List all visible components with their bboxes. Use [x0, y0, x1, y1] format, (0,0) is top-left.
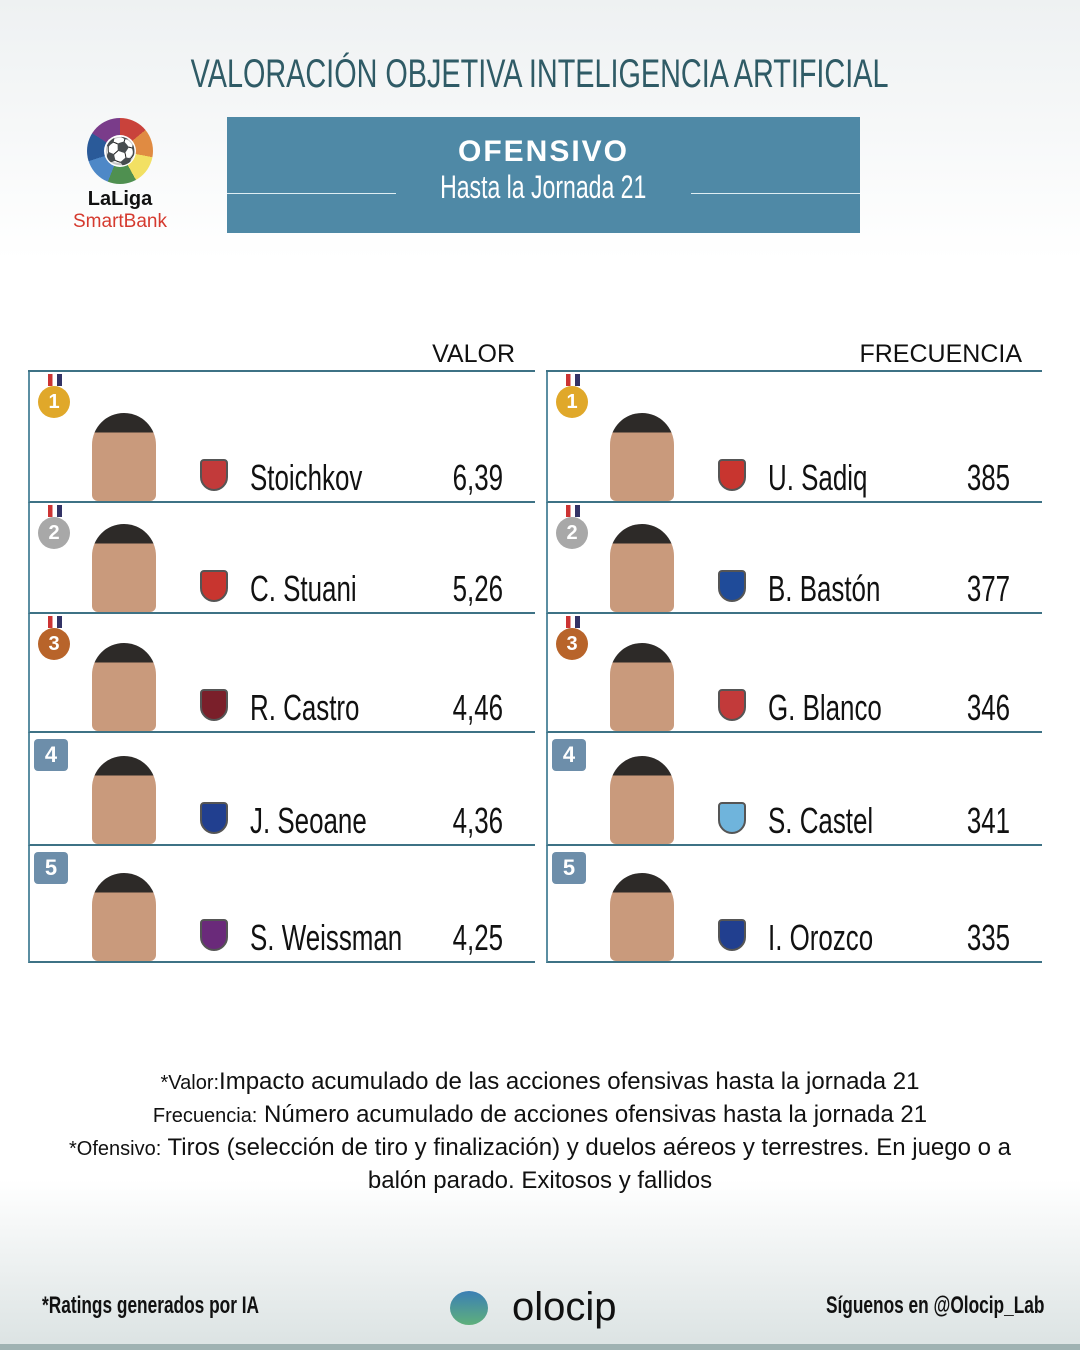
valor-table: VALOR 1 Stoichkov 6,39 2 C. Stuani 5,26 3 R. Ca… — [28, 340, 535, 963]
player-value: 385 — [966, 457, 1010, 498]
table-row: 1 Stoichkov 6,39 — [28, 372, 535, 503]
player-value: 5,26 — [452, 568, 503, 609]
club-crest-icon — [718, 689, 746, 721]
player-name: S. Weissman — [250, 917, 403, 958]
note-frecuencia: Frecuencia: Número acumulado de acciones… — [152, 1101, 928, 1128]
footnotes: *Valor: Impacto acumulado de las accione… — [60, 1066, 1020, 1197]
frecuencia-table: FRECUENCIA 1 U. Sadiq 385 2 B. Bastón 377 3 G. … — [546, 340, 1042, 963]
player-photo — [610, 524, 674, 612]
player-photo — [92, 524, 156, 612]
player-name: I. Orozco — [768, 917, 874, 958]
player-value: 346 — [966, 687, 1010, 728]
laliga-smartbank-logo: LaLiga SmartBank — [50, 118, 190, 233]
table-row: 5 I. Orozco 335 — [546, 846, 1042, 963]
player-value: 4,25 — [452, 917, 503, 958]
player-photo — [92, 413, 156, 501]
club-crest-icon — [718, 459, 746, 491]
player-value: 6,39 — [452, 457, 503, 498]
medal-icon: 1 — [556, 374, 590, 418]
table-row: 3 R. Castro 4,46 — [28, 614, 535, 733]
footer-ratings-note: *Ratings generados por IA — [42, 1292, 260, 1319]
table-row: 2 B. Bastón 377 — [546, 503, 1042, 614]
club-crest-icon — [200, 570, 228, 602]
club-crest-icon — [200, 802, 228, 834]
player-name: S. Castel — [768, 800, 874, 841]
rank-badge: 4 — [34, 739, 68, 771]
player-name: U. Sadiq — [768, 457, 868, 498]
table-row: 4 J. Seoane 4,36 — [28, 733, 535, 846]
club-crest-icon — [200, 919, 228, 951]
olocip-drop-icon — [450, 1290, 488, 1325]
olocip-logo: olocip — [450, 1285, 617, 1330]
rank-badge: 5 — [552, 852, 586, 884]
note-valor: *Valor: Impacto acumulado de las accione… — [160, 1068, 920, 1095]
club-crest-icon — [718, 570, 746, 602]
rank-badge: 4 — [552, 739, 586, 771]
footer-follow-link[interactable]: Síguenos en @Olocip_Lab — [825, 1292, 1044, 1319]
laliga-wheel-icon — [87, 118, 153, 184]
club-crest-icon — [200, 689, 228, 721]
table-row: 1 U. Sadiq 385 — [546, 372, 1042, 503]
valor-heading: VALOR — [28, 340, 535, 372]
player-value: 4,36 — [452, 800, 503, 841]
player-photo — [92, 756, 156, 844]
category-label: OFENSIVO — [457, 135, 630, 168]
player-photo — [92, 873, 156, 961]
player-photo — [92, 643, 156, 731]
player-name: J. Seoane — [250, 800, 367, 841]
table-row: 4 S. Castel 341 — [546, 733, 1042, 846]
club-crest-icon — [718, 802, 746, 834]
medal-icon: 1 — [38, 374, 72, 418]
player-photo — [610, 643, 674, 731]
frecuencia-heading: FRECUENCIA — [546, 340, 1042, 372]
player-photo — [610, 413, 674, 501]
table-row: 3 G. Blanco 346 — [546, 614, 1042, 733]
medal-icon: 2 — [556, 505, 590, 549]
category-banner: OFENSIVO Hasta la Jornada 21 — [227, 117, 860, 233]
player-value: 4,46 — [452, 687, 503, 728]
player-value: 335 — [966, 917, 1010, 958]
club-crest-icon — [200, 459, 228, 491]
table-row: 2 C. Stuani 5,26 — [28, 503, 535, 614]
page-title: VALORACIÓN OBJETIVA INTELIGENCIA ARTIFIC… — [191, 52, 889, 96]
player-name: R. Castro — [250, 687, 360, 728]
bottom-bar — [0, 1344, 1080, 1350]
medal-icon: 2 — [38, 505, 72, 549]
player-name: Stoichkov — [250, 457, 363, 498]
medal-icon: 3 — [38, 616, 72, 660]
player-photo — [610, 756, 674, 844]
player-name: G. Blanco — [768, 687, 882, 728]
table-row: 5 S. Weissman 4,25 — [28, 846, 535, 963]
player-value: 377 — [966, 568, 1010, 609]
rank-badge: 5 — [34, 852, 68, 884]
subtitle: Hasta la Jornada 21 — [396, 169, 691, 206]
player-name: B. Bastón — [768, 568, 881, 609]
player-photo — [610, 873, 674, 961]
medal-icon: 3 — [556, 616, 590, 660]
player-value: 341 — [966, 800, 1010, 841]
club-crest-icon — [718, 919, 746, 951]
note-ofensivo: *Ofensivo: Tiros (selección de tiro y fi… — [68, 1134, 1011, 1194]
player-name: C. Stuani — [250, 568, 357, 609]
